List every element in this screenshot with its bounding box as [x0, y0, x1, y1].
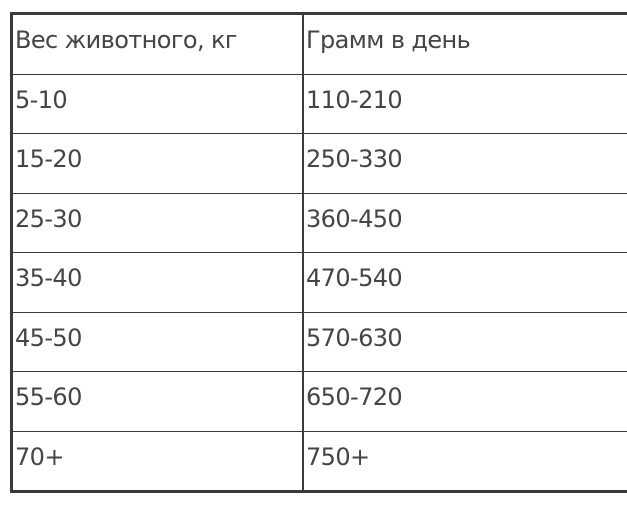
header-weight: Вес животного, кг — [11, 13, 304, 75]
weight-cell: 70+ — [11, 431, 304, 492]
grams-cell: 360-450 — [303, 193, 627, 253]
table-row: 25-30 360-450 — [11, 193, 627, 253]
grams-cell: 110-210 — [303, 74, 627, 134]
table-row: 35-40 470-540 — [11, 252, 627, 313]
grams-cell: 250-330 — [303, 133, 627, 194]
table-row: 55-60 650-720 — [11, 371, 627, 432]
weight-cell: 45-50 — [11, 312, 304, 372]
table-row: 45-50 570-630 — [11, 312, 627, 372]
grams-cell: 650-720 — [303, 371, 627, 432]
table-row: 70+ 750+ — [11, 431, 627, 492]
header-grams: Грамм в день — [303, 13, 627, 75]
weight-cell: 15-20 — [11, 133, 304, 194]
weight-cell: 35-40 — [11, 252, 304, 313]
table-row: 15-20 250-330 — [11, 133, 627, 194]
table-row: 5-10 110-210 — [11, 74, 627, 134]
grams-cell: 750+ — [306, 442, 370, 471]
weight-cell: 55-60 — [11, 371, 304, 432]
weight-cell: 25-30 — [11, 193, 304, 253]
grams-cell: 470-540 — [303, 252, 627, 313]
weight-cell: 5-10 — [11, 74, 304, 134]
grams-cell: 570-630 — [303, 312, 627, 372]
feeding-table: Вес животного, кг Грамм в день 5-10 110-2… — [10, 12, 627, 493]
header-row: Вес животного, кг Грамм в день — [11, 13, 627, 75]
